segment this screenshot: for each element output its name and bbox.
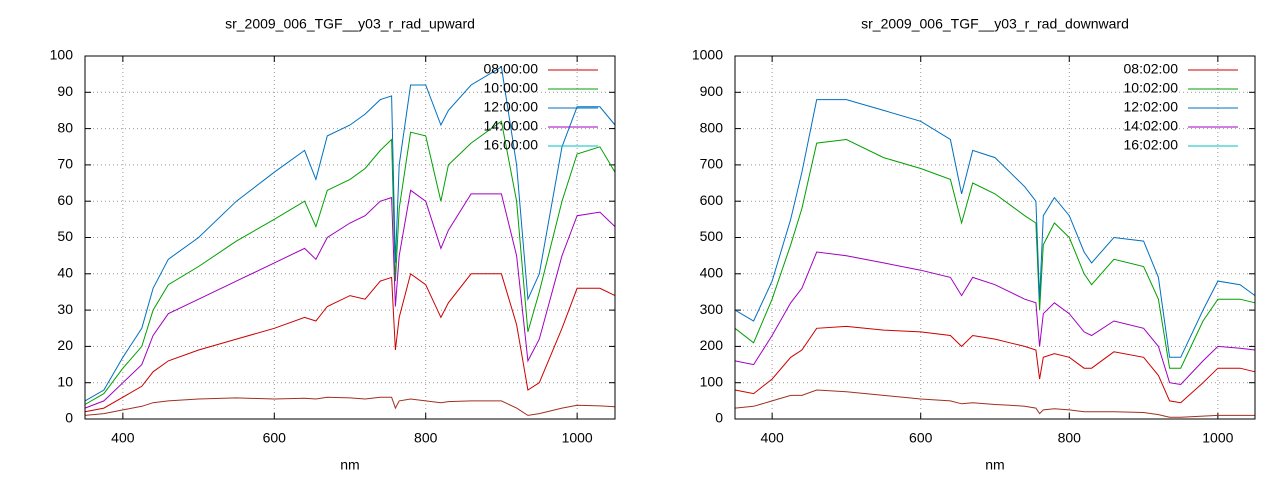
legend-label: 16:02:00 [1124, 137, 1179, 153]
x-tick-label: 400 [111, 430, 135, 446]
legend-label: 08:00:00 [484, 61, 539, 77]
x-tick-label: 600 [263, 430, 287, 446]
x-tick-label: 800 [414, 430, 438, 446]
y-tick-label: 40 [57, 265, 73, 281]
y-tick-label: 0 [715, 410, 723, 426]
series-line [734, 325, 1256, 404]
series-line [84, 272, 616, 413]
legend-label: 10:02:00 [1124, 80, 1179, 96]
series-line [84, 66, 616, 402]
series-line [84, 189, 616, 409]
plot-frame [84, 55, 616, 420]
y-tick-label: 200 [700, 337, 724, 353]
y-tick-label: 60 [57, 192, 73, 208]
series-line [734, 389, 1255, 418]
y-tick-label: 700 [700, 156, 724, 172]
legend-label: 12:00:00 [484, 99, 539, 115]
x-tick-label: 600 [909, 430, 933, 446]
series-line [734, 251, 1256, 386]
x-axis-label: nm [340, 457, 359, 473]
chart-title: sr_2009_006_TGF__y03_r_rad_upward [225, 16, 475, 32]
x-tick-label: 1000 [1202, 430, 1233, 446]
y-tick-label: 400 [700, 265, 724, 281]
y-tick-label: 90 [57, 83, 73, 99]
y-tick-label: 600 [700, 192, 724, 208]
y-tick-label: 800 [700, 119, 724, 135]
legend-label: 14:02:00 [1124, 118, 1179, 134]
series-line [734, 99, 1256, 358]
series-line [84, 396, 616, 416]
chart-title: sr_2009_006_TGF__y03_r_rad_downward [861, 16, 1129, 32]
x-tick-label: 400 [760, 430, 784, 446]
x-axis-label: nm [985, 457, 1004, 473]
y-tick-label: 300 [700, 301, 724, 317]
legend-label: 08:02:00 [1124, 61, 1179, 77]
y-tick-label: 0 [65, 410, 73, 426]
y-tick-label: 100 [50, 47, 74, 63]
y-tick-label: 80 [57, 119, 73, 135]
y-tick-label: 900 [700, 83, 724, 99]
y-tick-label: 30 [57, 301, 73, 317]
series-line [84, 120, 616, 405]
x-tick-label: 1000 [562, 430, 593, 446]
y-tick-label: 1000 [692, 47, 723, 63]
y-tick-label: 20 [57, 337, 73, 353]
legend-label: 10:00:00 [484, 80, 539, 96]
y-tick-label: 10 [57, 373, 73, 389]
series-line [734, 138, 1256, 369]
legend-label: 16:00:00 [484, 137, 539, 153]
y-tick-label: 500 [700, 228, 724, 244]
x-tick-label: 800 [1058, 430, 1082, 446]
y-tick-label: 100 [700, 373, 724, 389]
legend-label: 12:02:00 [1124, 99, 1179, 115]
y-tick-label: 70 [57, 156, 73, 172]
legend-label: 14:00:00 [484, 118, 539, 134]
y-tick-label: 50 [57, 228, 73, 244]
plot-frame [734, 55, 1256, 420]
